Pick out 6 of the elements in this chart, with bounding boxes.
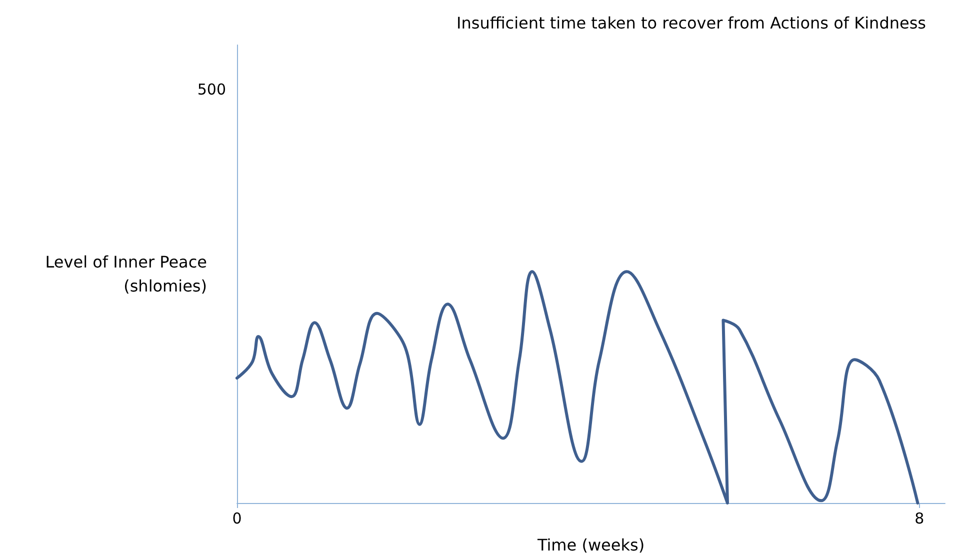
x-tick-label: 8 [914, 510, 924, 528]
text: 500 [197, 80, 226, 98]
x-tick-label: 0 [232, 510, 242, 528]
x-axis-title: Time (weeks) [536, 536, 645, 554]
chart-title: Insufficient time taken to recover from Actions of Kindness [456, 14, 926, 32]
y-axis-title: Level of Inner Peace (shlomies) [45, 252, 207, 296]
